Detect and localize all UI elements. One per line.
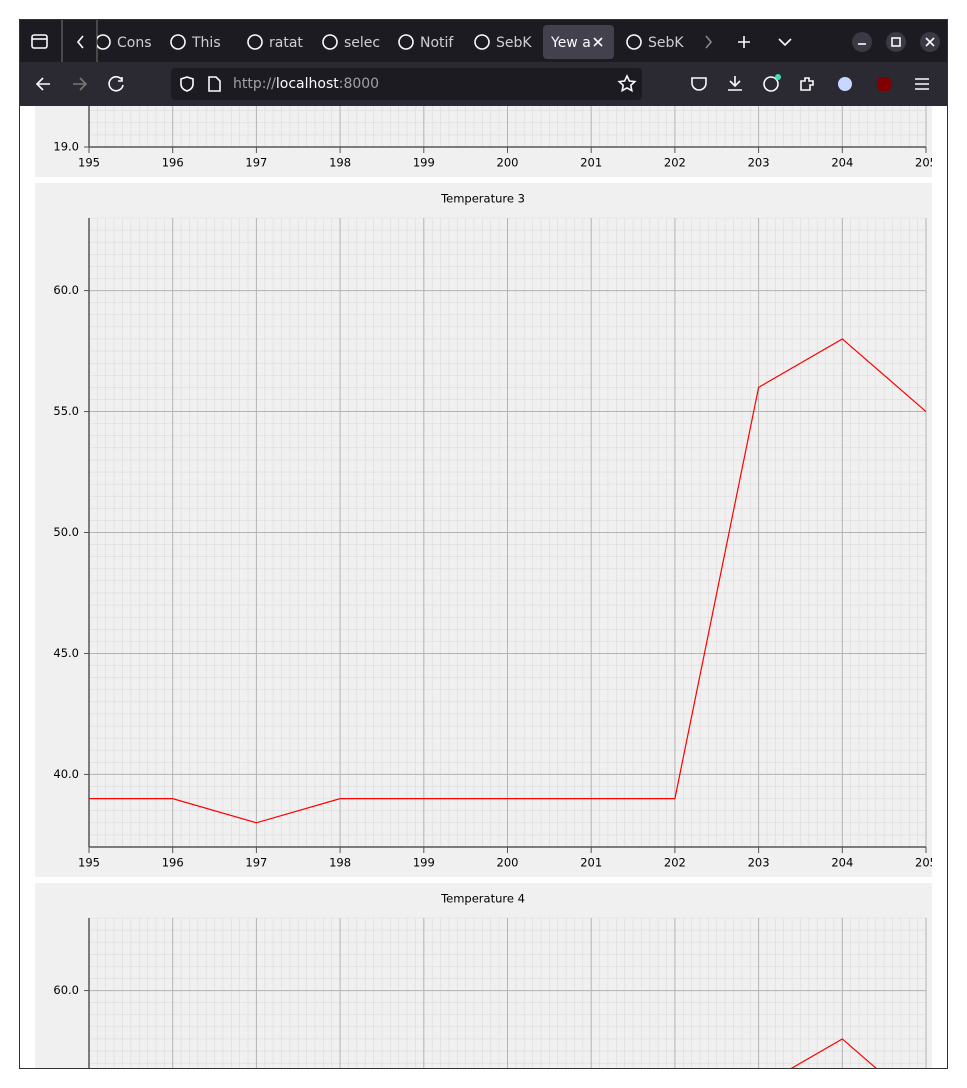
x-tick-label: 200 bbox=[497, 856, 519, 870]
tab-scroll-left[interactable] bbox=[76, 35, 84, 49]
back[interactable] bbox=[35, 77, 50, 91]
ublock[interactable] bbox=[877, 77, 891, 91]
url-host: localhost bbox=[276, 76, 339, 92]
x-tick-label: 205 bbox=[915, 856, 937, 870]
tab-title: SebK bbox=[496, 35, 532, 51]
page-info[interactable] bbox=[208, 76, 221, 92]
y-tick-label: 60.0 bbox=[53, 283, 79, 297]
tracking-shield[interactable] bbox=[180, 76, 194, 92]
new-tab[interactable] bbox=[738, 36, 750, 48]
x-tick-label: 203 bbox=[748, 856, 770, 870]
x-tick-label: 197 bbox=[245, 156, 267, 170]
toolbar-icons bbox=[35, 68, 929, 100]
tabs: Cons This ratat selec Notif SebK Yew a SebK bbox=[96, 25, 684, 59]
tab-icon[interactable] bbox=[398, 34, 414, 50]
x-tick-label: 196 bbox=[162, 156, 184, 170]
y-tick-label: 50.0 bbox=[53, 525, 79, 539]
x-tick-label: 203 bbox=[748, 156, 770, 170]
maximize[interactable] bbox=[886, 32, 906, 52]
chart-panel: Temperature 3 195 196 197 198 199 200 201 202 203… bbox=[35, 183, 937, 877]
tab-title: Notif bbox=[420, 35, 454, 51]
url-scheme: http:// bbox=[233, 76, 276, 92]
list-tabs[interactable] bbox=[778, 38, 792, 47]
chart-title: Temperature 4 bbox=[440, 892, 525, 906]
extension-1[interactable] bbox=[838, 77, 852, 91]
x-tick-label: 201 bbox=[580, 156, 602, 170]
chart: Temperature 4195196197198199200201202203… bbox=[35, 883, 932, 1068]
panel-bg bbox=[35, 183, 932, 877]
x-tick-label: 204 bbox=[831, 156, 853, 170]
chart-title: Temperature 3 bbox=[440, 192, 525, 206]
x-tick-label: 204 bbox=[831, 856, 853, 870]
extensions[interactable] bbox=[800, 77, 814, 91]
tab-icon[interactable] bbox=[474, 34, 490, 50]
x-tick-label: 205 bbox=[915, 156, 937, 170]
tab-title: Yew a bbox=[550, 35, 591, 51]
y-tick-label: 60.0 bbox=[53, 983, 79, 997]
series-line bbox=[790, 1038, 877, 1068]
tab-icon[interactable] bbox=[170, 34, 186, 50]
x-tick-label: 197 bbox=[245, 856, 267, 870]
tab-title: Cons bbox=[117, 35, 152, 51]
series-line bbox=[89, 338, 927, 824]
panel-bg bbox=[35, 106, 932, 177]
tab-close[interactable] bbox=[593, 37, 603, 47]
x-tick-label: 202 bbox=[664, 156, 686, 170]
chart: 195 196 197 198 199 200 201 202 203 204 205 19.0 bbox=[35, 106, 937, 177]
tab-title: ratat bbox=[269, 35, 303, 51]
tab-icon[interactable] bbox=[96, 34, 111, 50]
firefox-view[interactable] bbox=[31, 34, 48, 49]
account[interactable] bbox=[763, 76, 779, 92]
url-port: :8000 bbox=[339, 76, 379, 92]
page-content: 195 196 197 198 199 200 201 202 203 204 205 19.0 Tem… bbox=[35, 106, 937, 1068]
y-tick-label: 55.0 bbox=[53, 404, 79, 418]
minimize[interactable] bbox=[852, 32, 872, 52]
x-tick-label: 198 bbox=[329, 856, 351, 870]
reload[interactable] bbox=[108, 76, 124, 92]
x-tick-label: 200 bbox=[497, 156, 519, 170]
tab-icon[interactable] bbox=[626, 34, 642, 50]
active-tab[interactable] bbox=[543, 25, 614, 59]
bookmark-star[interactable] bbox=[617, 74, 637, 93]
menu[interactable] bbox=[915, 78, 929, 90]
tab-title: SebK bbox=[648, 35, 684, 51]
tab-icon[interactable] bbox=[322, 34, 338, 50]
y-tick-label: 19.0 bbox=[53, 140, 79, 154]
chart: Temperature 3 195 196 197 198 199 200 201 202 203… bbox=[35, 183, 937, 877]
tab-icon[interactable] bbox=[247, 34, 263, 50]
downloads[interactable] bbox=[728, 76, 742, 91]
chart-panel: 195 196 197 198 199 200 201 202 203 204 205 19.0 bbox=[35, 106, 937, 177]
x-tick-label: 198 bbox=[329, 156, 351, 170]
chart-panel: Temperature 4195196197198199200201202203… bbox=[35, 883, 932, 1068]
tab-title: This bbox=[191, 35, 221, 51]
tab-bar bbox=[20, 20, 947, 62]
tab-title: selec bbox=[344, 35, 380, 51]
x-tick-label: 196 bbox=[162, 856, 184, 870]
forward[interactable] bbox=[73, 77, 88, 91]
x-tick-label: 202 bbox=[664, 856, 686, 870]
x-tick-label: 201 bbox=[580, 856, 602, 870]
y-tick-label: 40.0 bbox=[53, 767, 79, 781]
panel-bg bbox=[35, 883, 932, 1068]
pocket[interactable] bbox=[691, 77, 707, 91]
url-bar[interactable] bbox=[171, 68, 642, 100]
x-tick-label: 195 bbox=[78, 856, 100, 870]
x-tick-label: 199 bbox=[413, 856, 435, 870]
x-tick-label: 195 bbox=[78, 156, 100, 170]
url-text: http://localhost:8000 bbox=[233, 76, 379, 92]
tab-scroll-right[interactable] bbox=[705, 35, 713, 49]
x-tick-label: 199 bbox=[413, 156, 435, 170]
y-tick-label: 45.0 bbox=[53, 646, 79, 660]
tab-bar-icons bbox=[31, 20, 940, 62]
